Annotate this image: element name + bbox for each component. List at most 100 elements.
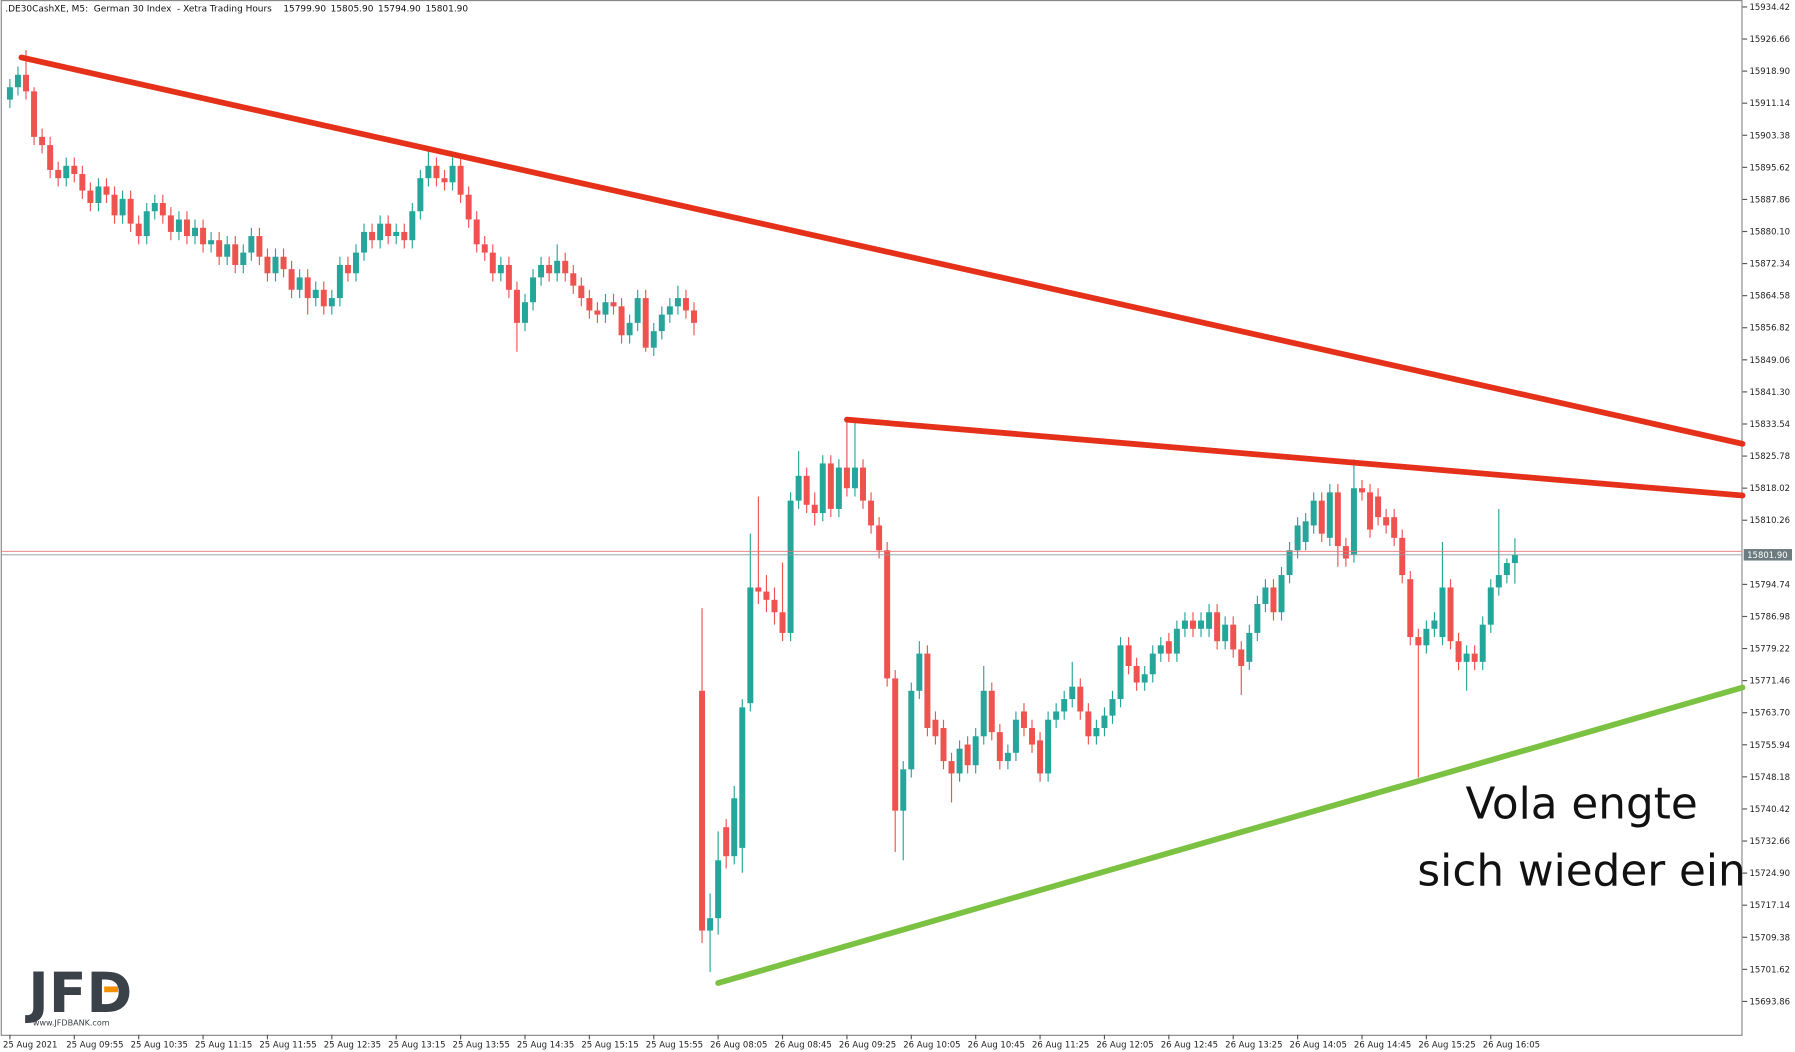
- candle-body: [1045, 719, 1052, 774]
- candle-body: [1181, 620, 1188, 629]
- y-tick-label: 15880.10: [1749, 227, 1790, 237]
- y-tick-label: 15887.86: [1749, 195, 1790, 205]
- candle-body: [272, 256, 279, 274]
- candle-body: [1206, 612, 1213, 629]
- x-tick-label: 25 Aug 09:55: [66, 1040, 123, 1050]
- candle-body: [691, 310, 697, 323]
- candle-body: [747, 587, 754, 704]
- candle-body: [14, 74, 21, 88]
- candle-body: [851, 467, 858, 489]
- y-tick-label: 15841.30: [1749, 388, 1790, 398]
- candle-body: [811, 504, 818, 514]
- x-tick-label: 26 Aug 12:45: [1161, 1040, 1218, 1050]
- header-close: 15801.90: [425, 4, 468, 14]
- candle-body: [1487, 587, 1494, 625]
- candle-body: [159, 202, 166, 216]
- candle-body: [602, 302, 609, 315]
- candle-body: [87, 190, 94, 203]
- y-tick-label: 15779.22: [1749, 645, 1790, 655]
- candle-body: [489, 252, 496, 274]
- candle-body: [79, 174, 86, 191]
- candle-body: [31, 91, 38, 137]
- candle-body: [779, 612, 786, 633]
- candle-body: [868, 500, 875, 526]
- candle-body: [47, 145, 54, 170]
- candle-body: [521, 302, 528, 323]
- candle-body: [320, 289, 327, 307]
- candle-body: [63, 165, 70, 179]
- candle-body: [39, 136, 46, 146]
- candle-body: [304, 277, 311, 299]
- candle-body: [699, 690, 706, 931]
- y-tick-label: 15732.66: [1749, 837, 1790, 847]
- candle-body: [964, 744, 971, 766]
- candle-body: [1391, 517, 1398, 538]
- x-tick-label: 25 Aug 13:15: [388, 1040, 445, 1050]
- chart-header: .DE30CashXE, M5: German 30 Index - Xetra…: [5, 4, 468, 14]
- candle-body: [1157, 645, 1164, 654]
- candle-body: [1109, 699, 1116, 716]
- candle-body: [441, 178, 448, 183]
- y-tick-label: 15693.86: [1749, 997, 1790, 1007]
- candle-body: [433, 165, 440, 179]
- candle-body: [183, 219, 190, 237]
- candle-body: [103, 186, 110, 195]
- candle-body: [1479, 624, 1486, 662]
- y-tick-label: 15895.62: [1749, 163, 1790, 173]
- candle-body: [1173, 628, 1180, 654]
- candle-body: [1085, 711, 1092, 737]
- candle-body: [1246, 632, 1253, 662]
- resistance-line: [18, 54, 1746, 447]
- candle-body: [876, 525, 883, 551]
- candle-body: [1503, 563, 1510, 576]
- x-tick-label: 25 Aug 15:55: [646, 1040, 703, 1050]
- candle-body: [916, 653, 923, 691]
- candle-body: [1198, 620, 1205, 629]
- candle-body: [167, 215, 174, 232]
- candle-body: [401, 231, 408, 241]
- candle-body: [908, 690, 915, 770]
- candle-body: [1471, 653, 1478, 662]
- candle-body: [1431, 620, 1438, 629]
- candle-body: [610, 302, 617, 307]
- candle-body: [682, 298, 689, 311]
- candle-body: [473, 219, 480, 245]
- candle-body: [216, 240, 223, 257]
- y-tick-label: 15786.98: [1749, 612, 1790, 622]
- candle-body: [996, 732, 1003, 762]
- candle-body: [546, 264, 553, 274]
- candle-body: [505, 264, 512, 290]
- logo-text: JFD: [24, 962, 132, 1026]
- y-tick-label: 15755.94: [1749, 741, 1790, 751]
- candle-body: [739, 707, 746, 848]
- candle-body: [1149, 653, 1156, 675]
- candle-body: [795, 475, 802, 501]
- candle-body: [924, 653, 931, 729]
- candle-body: [948, 761, 955, 774]
- x-tick-label: 26 Aug 08:05: [710, 1040, 767, 1050]
- y-tick-label: 15740.42: [1749, 805, 1790, 815]
- candle-body: [55, 169, 62, 179]
- candle-body: [1238, 649, 1245, 666]
- candle-body: [570, 273, 577, 286]
- candle-body: [1133, 665, 1140, 683]
- candle-body: [956, 748, 963, 774]
- candle-body: [1447, 587, 1454, 642]
- candle-body: [1101, 715, 1108, 729]
- candles: [0, 50, 1743, 972]
- candle-body: [224, 244, 231, 257]
- candle-body: [119, 198, 126, 216]
- annotation: Vola engte: [1465, 779, 1697, 830]
- candle-body: [192, 227, 199, 237]
- candle-body: [344, 264, 351, 274]
- candle-body: [1093, 728, 1100, 737]
- y-tick-label: 15748.18: [1749, 773, 1790, 783]
- candle-body: [972, 736, 979, 766]
- candle-body: [586, 298, 593, 311]
- candle-body: [1375, 496, 1382, 518]
- candle-body: [650, 331, 657, 348]
- y-tick-label: 15717.14: [1749, 901, 1790, 911]
- x-tick-label: 26 Aug 12:05: [1096, 1040, 1153, 1050]
- x-tick-label: 25 Aug 11:15: [195, 1040, 252, 1050]
- header-low: 15794.90: [378, 4, 421, 14]
